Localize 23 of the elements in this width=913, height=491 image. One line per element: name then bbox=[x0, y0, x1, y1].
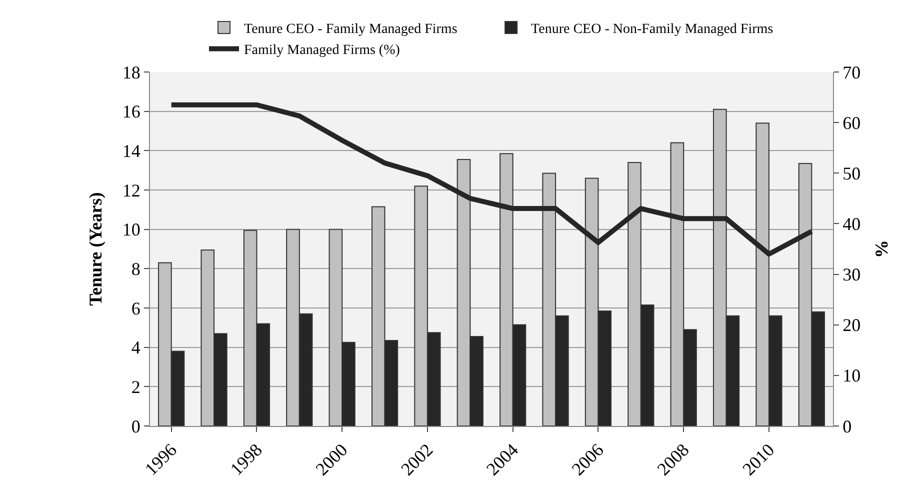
legend-label: Family Managed Firms (%) bbox=[244, 43, 400, 58]
y2-tick-label: 0 bbox=[842, 416, 852, 436]
y2-axis-title: % bbox=[872, 240, 892, 258]
y-tick-label: 2 bbox=[131, 376, 140, 397]
y-tick-label: 8 bbox=[131, 258, 140, 279]
legend-label: Tenure CEO - Family Managed Firms bbox=[244, 22, 458, 37]
y-tick-label: 18 bbox=[122, 62, 140, 82]
y2-tick-label: 30 bbox=[842, 264, 861, 285]
y-tick-label: 16 bbox=[122, 102, 140, 122]
y-tick-label: 4 bbox=[131, 338, 140, 358]
y-tick-label: 14 bbox=[122, 140, 140, 161]
y2-tick-label: 60 bbox=[842, 112, 861, 133]
legend-label: Tenure CEO - Non-Family Managed Firms bbox=[531, 22, 774, 37]
y-tick-label: 10 bbox=[122, 220, 140, 240]
y-axis-title: Tenure (Years) bbox=[86, 192, 106, 306]
y2-tick-label: 50 bbox=[842, 163, 861, 184]
y-tick-label: 6 bbox=[131, 298, 140, 318]
y2-tick-label: 10 bbox=[842, 366, 861, 386]
y-tick-label: 0 bbox=[131, 416, 140, 436]
y2-tick-label: 40 bbox=[842, 214, 861, 234]
y2-tick-label: 20 bbox=[842, 315, 861, 336]
y2-tick-label: 70 bbox=[842, 62, 861, 82]
y-tick-label: 12 bbox=[122, 180, 140, 200]
